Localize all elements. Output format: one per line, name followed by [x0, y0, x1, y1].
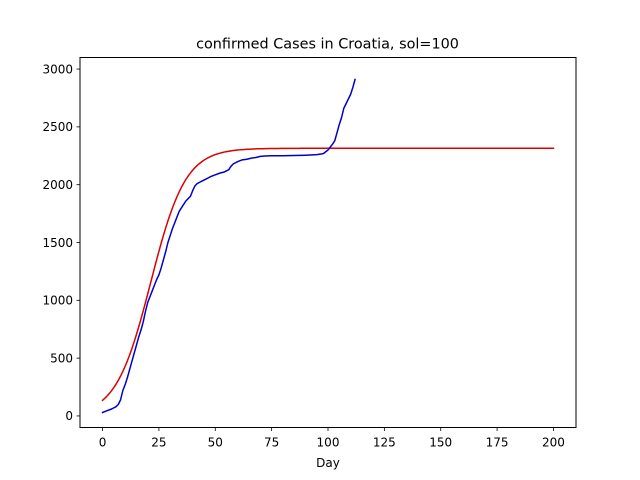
x-axis-label: Day — [316, 456, 340, 470]
series-line-0 — [101, 78, 356, 414]
x-tick-label: 75 — [264, 436, 279, 450]
x-axis: 0 25 50 75 100 125 150 175 200 — [99, 427, 565, 450]
series-layer — [101, 78, 555, 414]
x-tick-label: 0 — [99, 436, 107, 450]
x-tick-label: 125 — [373, 436, 396, 450]
x-tick-label: 50 — [208, 436, 223, 450]
chart-title: confirmed Cases in Croatia, sol=100 — [196, 37, 459, 53]
y-tick-label: 2000 — [42, 178, 73, 192]
x-tick-label: 100 — [317, 436, 340, 450]
y-tick-label: 3000 — [42, 62, 73, 76]
x-tick-label: 25 — [151, 436, 166, 450]
y-tick-label: 0 — [65, 409, 73, 423]
series-line-1 — [101, 147, 555, 402]
x-tick-label: 175 — [486, 436, 509, 450]
x-tick-label: 200 — [542, 436, 565, 450]
y-tick-label: 1500 — [42, 236, 73, 250]
y-tick-label: 500 — [50, 351, 73, 365]
y-tick-label: 1000 — [42, 294, 73, 308]
y-tick-label: 2500 — [42, 120, 73, 134]
y-axis: 0 500 1000 1500 2000 2500 3000 — [42, 62, 80, 423]
x-tick-label: 150 — [429, 436, 452, 450]
